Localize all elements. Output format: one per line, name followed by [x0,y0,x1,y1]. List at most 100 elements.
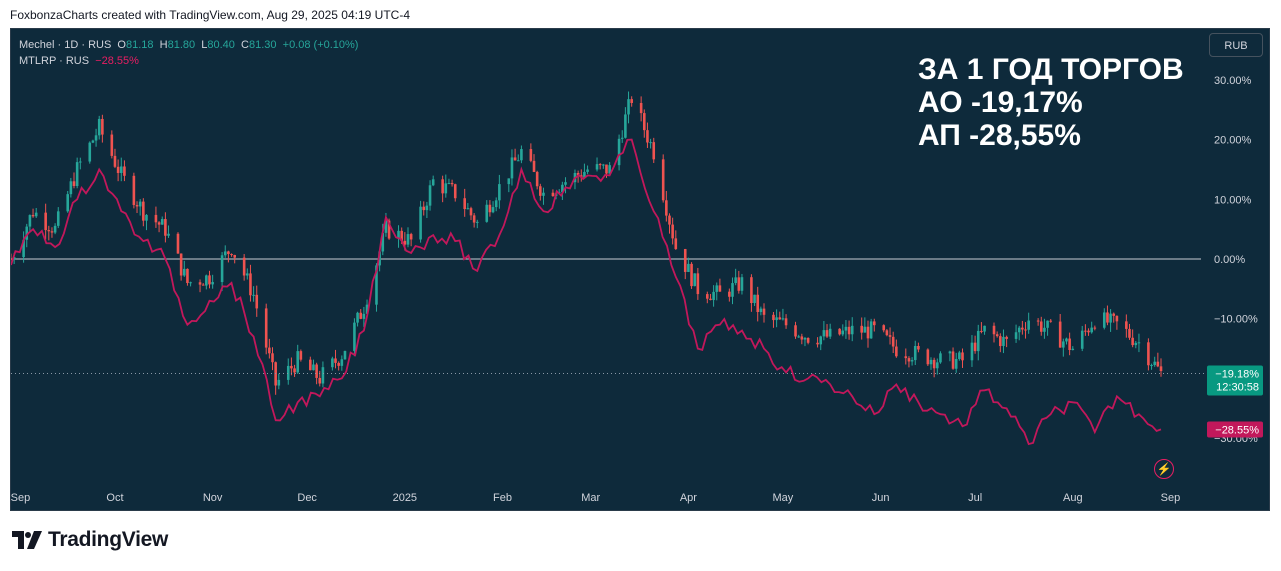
x-tick-label: Nov [203,492,223,504]
candle [309,356,312,371]
candle [176,232,180,254]
candle [255,285,259,317]
candle [1115,315,1119,330]
candle [110,130,114,159]
candle [94,128,98,147]
time-axis: Sep Oct Nov Dec 2025 Feb Mar Apr May Jun Jul Aug Sep [11,492,1180,504]
mtlrp-compare-line [11,138,1162,446]
candle [863,317,867,333]
candle [334,349,337,369]
candle [869,318,873,339]
candle [649,138,652,149]
x-tick-label: Sep [1161,492,1181,504]
x-tick-label: May [773,492,794,504]
candle [598,163,602,170]
compare-price-tag: −28.55% [1207,421,1263,438]
candle [75,157,79,189]
candle [428,180,432,211]
candle [951,347,955,370]
candle [91,139,95,144]
candle [995,331,999,338]
legend-high-label: H [159,39,168,51]
candle [34,207,38,218]
candle [230,253,233,257]
candle [296,344,300,374]
candle [551,189,555,197]
candle [819,335,823,351]
candle [154,206,158,228]
candle [132,172,136,209]
candle [1131,329,1134,348]
chart-caption: FoxbonzaCharts created with TradingView.… [10,8,411,22]
candle [693,273,696,287]
price-chart[interactable]: 30.00%20.00%10.00%0.00%−10.00%−30.00% Se… [11,29,1269,510]
lightning-icon[interactable]: ⚡ [1154,459,1174,479]
candle [425,201,429,219]
currency-button[interactable]: RUB [1209,33,1263,57]
candle [1137,333,1141,353]
x-tick-label: Feb [493,492,512,504]
candle [331,356,334,371]
candle [50,227,54,238]
candle [1147,338,1150,371]
candle [242,254,246,281]
candle [936,358,939,375]
candle [728,288,731,302]
candle [1134,341,1138,349]
legend-compare-symbol: MTLRP · RUS [19,55,90,67]
x-tick-label: Jun [872,492,890,504]
tradingview-logo[interactable]: TradingView [12,528,168,552]
candle [661,154,665,203]
candle [1156,352,1160,368]
candle [1021,320,1024,335]
candle [1039,316,1043,336]
x-tick-label: Apr [680,492,697,504]
candle [542,187,545,205]
candle [602,163,605,169]
price-axis: 30.00%20.00%10.00%0.00%−10.00%−30.00% [1214,75,1258,445]
candle [1084,324,1087,336]
candle [491,201,495,214]
candle [999,333,1002,353]
candle [627,91,630,124]
candle [539,183,542,201]
candle [639,96,643,122]
candle [731,277,734,305]
chart-frame[interactable]: 30.00% 20.00% 10.00% 0.00% −10.00% −30.00% Se… [10,28,1270,511]
candle [712,285,715,307]
candle [885,329,889,337]
candle [249,264,252,302]
x-tick-label: Aug [1063,492,1083,504]
candle [1017,325,1021,341]
candle [992,322,996,343]
candle [630,96,633,107]
candle [671,217,674,245]
candle [891,331,895,354]
candle [186,268,189,286]
candle [759,306,763,316]
candle [321,361,325,388]
candle [409,232,413,247]
candle [182,260,186,277]
candle [520,145,523,164]
candle [1068,332,1071,356]
candle [406,227,410,248]
candle [315,362,318,385]
candle [1128,323,1131,340]
annotation-line-3: АП -28,55% [918,119,1081,152]
candle [1071,346,1075,351]
candle [441,175,444,203]
legend-close-value: 81.30 [248,39,277,51]
candle [1046,320,1049,336]
candle [1043,318,1046,339]
chart-legend[interactable]: Mechel · 1D · RUS O81.18 H81.80 L80.40 C… [19,37,358,69]
y-tick-label: 30.00% [1214,75,1252,87]
candle [271,347,274,371]
candle [359,309,363,320]
main-price-tag: −19.18%12:30:58 [1207,365,1263,396]
candle [97,115,101,140]
candle [535,170,539,190]
candle [784,314,788,329]
candle [47,225,51,241]
candle [1024,322,1027,339]
